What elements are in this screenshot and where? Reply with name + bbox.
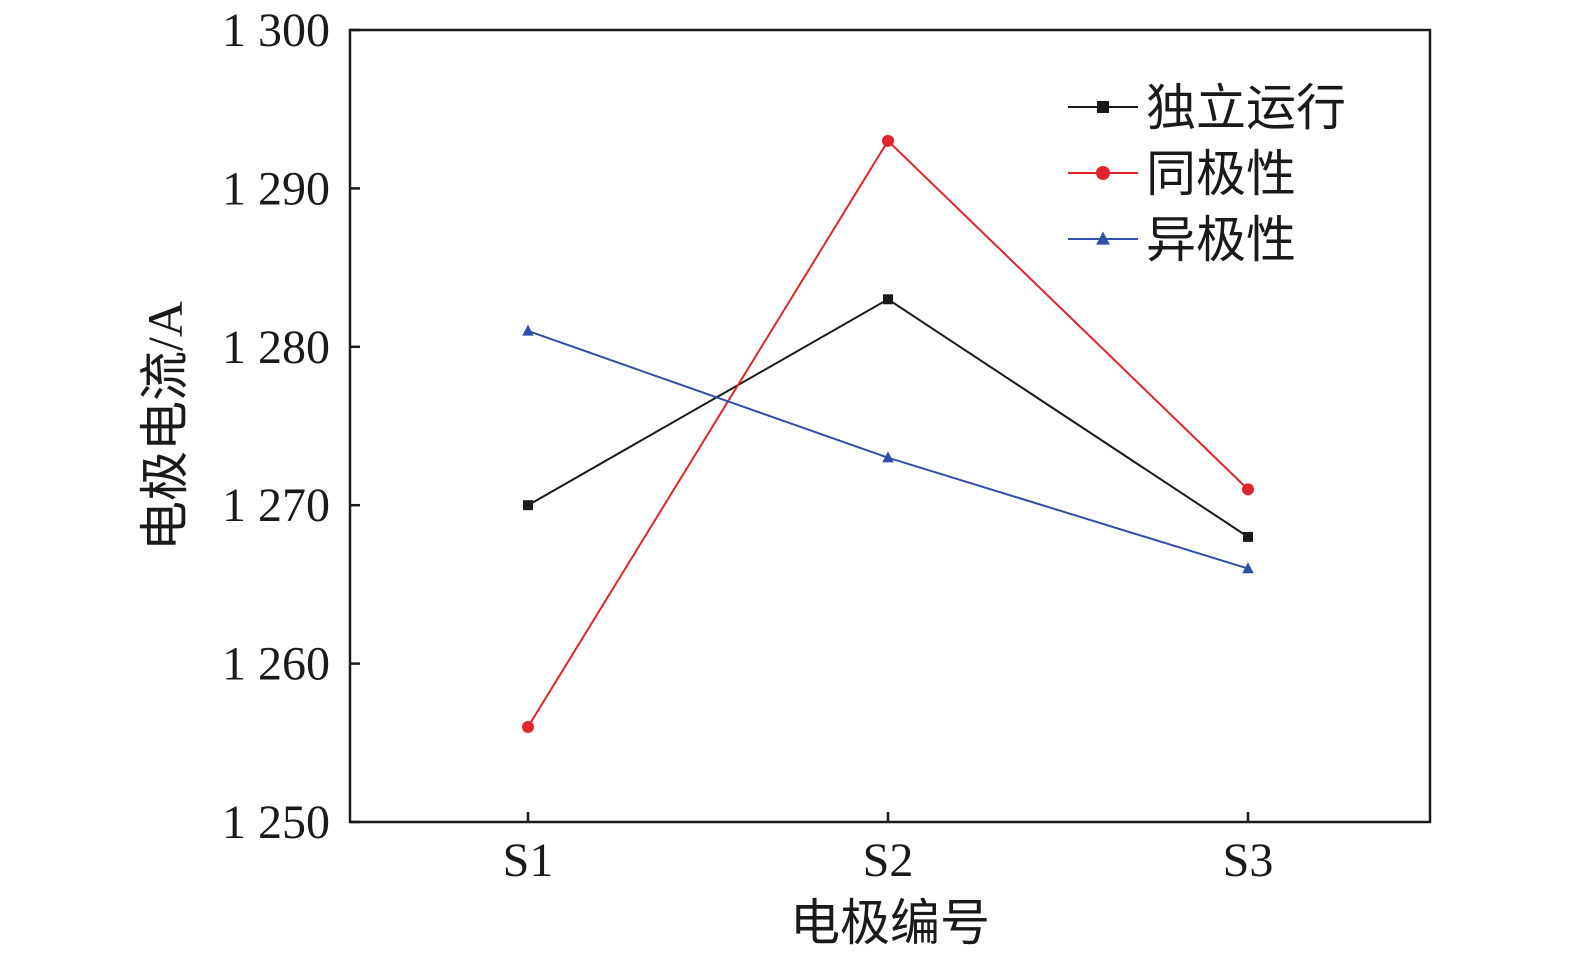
- x-tick-label: S3: [1223, 834, 1274, 887]
- y-axis-title: 电极电流/A: [137, 301, 193, 551]
- series-circle: [522, 134, 1254, 733]
- legend-item: 异极性: [1068, 212, 1296, 268]
- series-line: [527, 298, 1249, 538]
- data-point-triangle: [1096, 231, 1110, 245]
- legend-label: 独立运行: [1146, 80, 1346, 136]
- y-tick-label: 1 260: [222, 638, 330, 691]
- y-tick-label: 1 280: [222, 321, 330, 374]
- x-tick-label: S2: [863, 834, 914, 887]
- legend-item: 同极性: [1068, 146, 1296, 202]
- data-point-square: [1243, 531, 1253, 542]
- x-axis: S1 S2 S3: [503, 812, 1274, 887]
- legend-label: 同极性: [1146, 146, 1296, 202]
- series-square: [523, 294, 1253, 542]
- data-point-triangle: [1242, 562, 1254, 574]
- series-line: [527, 330, 1249, 570]
- x-tick-label: S1: [503, 834, 554, 887]
- y-axis: 1 250 1 260 1 270 1 280 1 290 1 300: [222, 4, 360, 849]
- y-tick-label: 1 300: [222, 4, 330, 57]
- data-point-circle: [1242, 483, 1254, 496]
- y-tick-label: 1 270: [222, 479, 330, 532]
- data-point-square: [883, 294, 893, 305]
- data-point-square: [1097, 101, 1109, 113]
- legend-label: 异极性: [1146, 212, 1296, 268]
- data-point-circle: [522, 720, 534, 733]
- data-point-triangle: [522, 324, 534, 336]
- y-tick-label: 1 290: [222, 162, 330, 215]
- data-point-triangle: [882, 451, 894, 463]
- data-point-circle: [882, 134, 894, 147]
- legend-item: 独立运行: [1068, 80, 1346, 136]
- data-point-square: [523, 500, 533, 511]
- data-point-circle: [1096, 166, 1110, 180]
- plot-frame: [348, 28, 1432, 824]
- x-axis-title: 电极编号: [790, 895, 990, 951]
- y-tick-label: 1 250: [222, 796, 330, 849]
- series-triangle: [522, 324, 1254, 574]
- series-layer: [522, 134, 1254, 733]
- series-line: [527, 139, 1249, 728]
